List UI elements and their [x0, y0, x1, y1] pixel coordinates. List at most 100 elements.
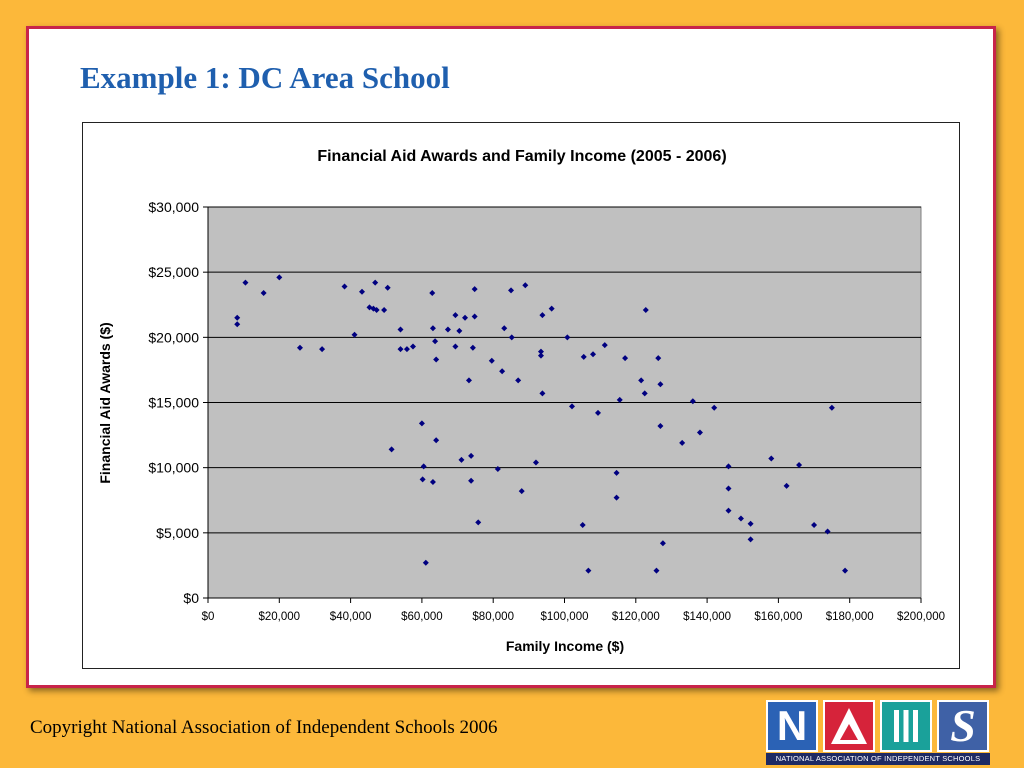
x-tick-label: $160,000 [754, 611, 802, 623]
data-point [537, 348, 544, 355]
data-point [590, 351, 597, 358]
logo-tile-a [823, 700, 875, 752]
data-point [501, 325, 508, 332]
logo-letter-s: S [950, 700, 976, 751]
data-point [725, 507, 732, 514]
y-tick-label: $25,000 [148, 264, 199, 280]
data-point [696, 429, 703, 436]
data-point [452, 343, 459, 350]
data-point [444, 326, 451, 333]
data-point [515, 377, 522, 384]
data-point [429, 290, 436, 297]
data-point [783, 482, 790, 489]
data-point [613, 494, 620, 501]
x-tick-label: $20,000 [259, 611, 301, 623]
data-point [711, 404, 718, 411]
data-point [458, 456, 465, 463]
data-point [234, 314, 241, 321]
data-point [616, 396, 623, 403]
data-point [657, 422, 664, 429]
slide-title: Example 1: DC Area School [80, 60, 450, 95]
data-point [381, 306, 388, 313]
data-point [508, 334, 515, 341]
x-tick-label: $120,000 [612, 611, 660, 623]
data-point [418, 420, 425, 427]
data-point [622, 355, 629, 362]
logo-tile-s: S [937, 700, 989, 752]
x-tick-label: $100,000 [541, 611, 589, 623]
data-point [422, 559, 429, 566]
data-point [768, 455, 775, 462]
data-point [319, 346, 326, 353]
data-point [653, 567, 660, 574]
x-tick-label: $60,000 [401, 611, 443, 623]
data-point [494, 465, 501, 472]
data-point [409, 343, 416, 350]
data-point [539, 390, 546, 397]
data-point [456, 327, 463, 334]
data-point [539, 312, 546, 319]
data-point [384, 284, 391, 291]
data-point [432, 338, 439, 345]
data-point [397, 346, 404, 353]
data-point [359, 288, 366, 295]
data-point [469, 344, 476, 351]
data-point [659, 540, 666, 547]
x-tick-label: $40,000 [330, 611, 372, 623]
data-point [824, 528, 831, 535]
data-point [747, 536, 754, 543]
data-point [508, 287, 515, 294]
data-point [568, 403, 575, 410]
nais-logo: N S NATIONAL ASSOCIATION OF INDEPENDENT … [766, 700, 990, 766]
data-point [471, 313, 478, 320]
data-point [499, 368, 506, 375]
data-point [433, 437, 440, 444]
data-point [234, 321, 241, 328]
copyright-footer: Copyright National Association of Indepe… [30, 717, 498, 738]
data-point [842, 567, 849, 574]
data-point [419, 476, 426, 483]
data-point [465, 377, 472, 384]
data-point [641, 390, 648, 397]
data-point [585, 567, 592, 574]
data-point [471, 286, 478, 293]
logo-tile-i [880, 700, 932, 752]
data-point [468, 477, 475, 484]
data-point [595, 409, 602, 416]
data-point [433, 356, 440, 363]
logo-tile-n: N [766, 700, 818, 752]
data-point [613, 469, 620, 476]
x-tick-label: $80,000 [472, 611, 514, 623]
data-point [548, 305, 555, 312]
x-axis-label: Family Income ($) [506, 638, 624, 654]
data-point [462, 314, 469, 321]
y-tick-label: $5,000 [156, 525, 199, 541]
data-point [811, 522, 818, 529]
y-tick-label: $15,000 [148, 395, 199, 411]
scatter-chart: Financial Aid Awards and Family Income (… [97, 148, 945, 654]
data-point [532, 459, 539, 466]
logo-letter-i [894, 710, 918, 742]
data-point [737, 515, 744, 522]
y-axis-label: Financial Aid Awards ($) [97, 322, 113, 483]
data-point [518, 488, 525, 495]
data-point [388, 446, 395, 453]
x-tick-label: $140,000 [683, 611, 731, 623]
data-point [452, 312, 459, 319]
x-tick-label: $200,000 [897, 611, 945, 623]
y-tick-label: $0 [183, 590, 199, 606]
x-tick-label: $0 [202, 611, 215, 623]
data-point [429, 325, 436, 332]
chart-container: Financial Aid Awards and Family Income (… [82, 122, 960, 669]
logo-tagline: NATIONAL ASSOCIATION OF INDEPENDENT SCHO… [766, 753, 990, 765]
data-point [657, 381, 664, 388]
data-point [341, 283, 348, 290]
data-point [276, 274, 283, 281]
data-point [655, 355, 662, 362]
data-point [488, 357, 495, 364]
data-point [260, 290, 267, 297]
logo-letter-a [831, 708, 867, 744]
y-tick-label: $20,000 [148, 329, 199, 345]
data-point [725, 463, 732, 470]
data-point [689, 398, 696, 405]
